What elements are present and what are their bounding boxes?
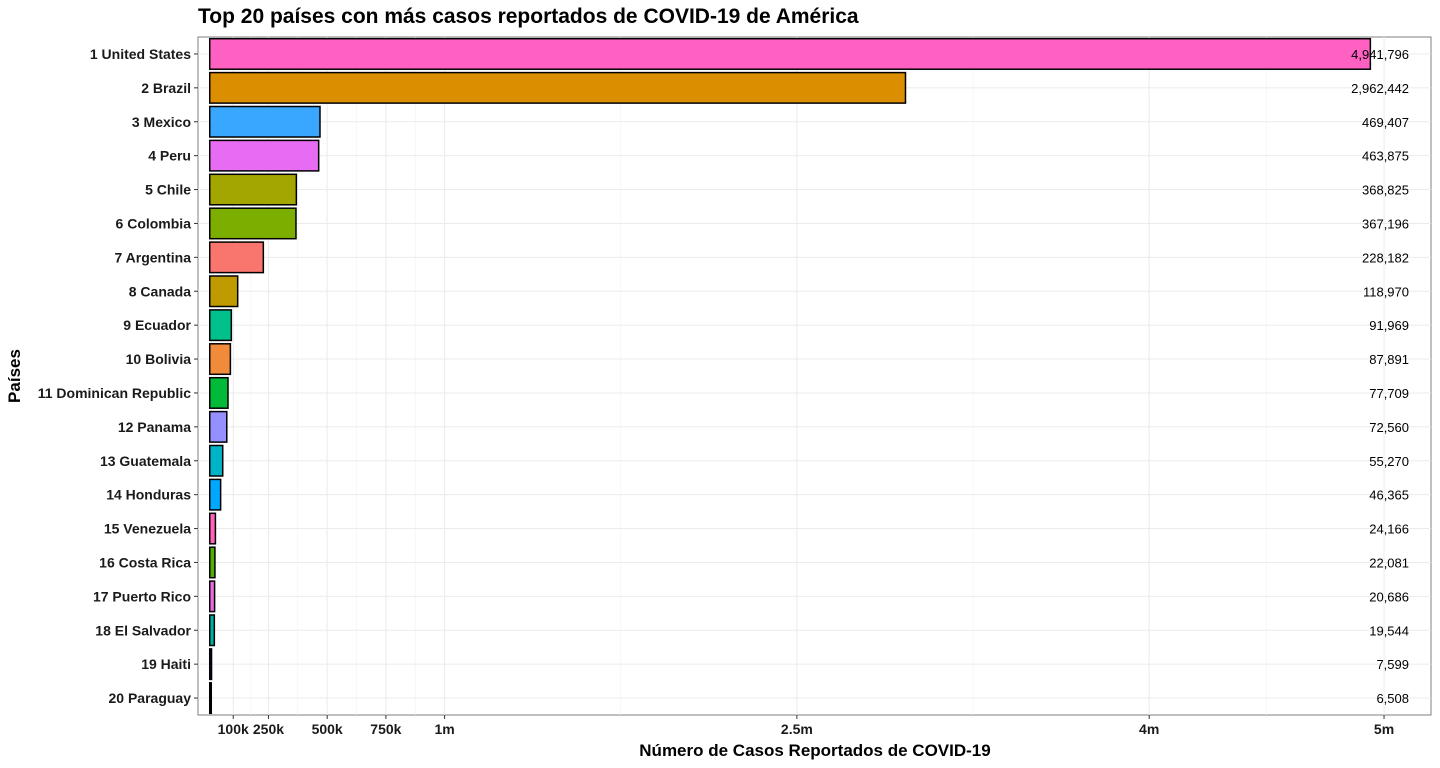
data-label: 77,709 bbox=[1369, 386, 1409, 401]
chart-title: Top 20 países con más casos reportados d… bbox=[198, 5, 859, 28]
data-label: 19,544 bbox=[1369, 623, 1409, 638]
data-label: 228,182 bbox=[1362, 250, 1409, 265]
bar bbox=[208, 546, 216, 579]
data-label: 367,196 bbox=[1362, 216, 1409, 231]
bar bbox=[208, 241, 265, 274]
y-tick-label: 19 Haiti bbox=[141, 656, 191, 672]
data-label: 118,970 bbox=[1363, 284, 1409, 299]
data-label: 2,962,442 bbox=[1351, 81, 1409, 96]
bar bbox=[208, 309, 233, 342]
x-axis-title: Número de Casos Reportados de COVID-19 bbox=[639, 741, 990, 760]
data-label: 469,407 bbox=[1362, 115, 1409, 130]
bar bbox=[208, 105, 321, 138]
y-tick-label: 4 Peru bbox=[148, 148, 191, 164]
x-tick-label: 100k bbox=[218, 721, 249, 737]
data-label: 6,508 bbox=[1376, 691, 1409, 706]
data-label: 91,969 bbox=[1369, 318, 1409, 333]
data-label: 55,270 bbox=[1369, 454, 1409, 469]
bar bbox=[208, 580, 216, 613]
data-label: 87,891 bbox=[1369, 352, 1409, 367]
bar bbox=[208, 71, 907, 104]
data-label: 368,825 bbox=[1362, 183, 1409, 198]
x-axis-ticks: 100k 250k 500k 750k 1m 2.5m 4m 5m bbox=[218, 715, 1394, 737]
bars bbox=[208, 37, 1372, 715]
bar bbox=[208, 139, 320, 172]
bar bbox=[208, 512, 217, 545]
y-tick-label: 18 El Salvador bbox=[95, 622, 191, 638]
bar bbox=[208, 343, 232, 376]
data-label: 7,599 bbox=[1376, 657, 1409, 672]
x-tick-label: 750k bbox=[370, 721, 401, 737]
y-tick-label: 12 Panama bbox=[118, 419, 191, 435]
x-tick-label: 2.5m bbox=[781, 721, 813, 737]
data-label: 4,941,796 bbox=[1351, 47, 1409, 62]
x-tick-label: 250k bbox=[253, 721, 284, 737]
x-tick-label: 5m bbox=[1374, 721, 1394, 737]
data-label: 72,560 bbox=[1369, 420, 1409, 435]
x-tick-label: 4m bbox=[1139, 721, 1159, 737]
data-label: 463,875 bbox=[1362, 149, 1409, 164]
x-tick-label: 500k bbox=[312, 721, 343, 737]
y-tick-label: 10 Bolivia bbox=[126, 351, 192, 367]
y-tick-label: 20 Paraguay bbox=[109, 690, 192, 706]
data-labels: 4,941,796 2,962,442 469,407 463,875 368,825 3… bbox=[1351, 47, 1409, 706]
y-tick-label: 1 United States bbox=[90, 46, 191, 62]
y-tick-label: 14 Honduras bbox=[106, 487, 191, 503]
bar bbox=[208, 478, 222, 511]
y-tick-label: 11 Dominican Republic bbox=[38, 385, 191, 401]
bar bbox=[208, 410, 228, 443]
x-tick-label: 1m bbox=[434, 721, 454, 737]
y-axis-title: Países bbox=[5, 349, 24, 403]
y-tick-label: 6 Colombia bbox=[116, 215, 192, 231]
y-tick-label: 16 Costa Rica bbox=[99, 554, 191, 570]
y-tick-label: 2 Brazil bbox=[141, 80, 191, 96]
y-tick-label: 13 Guatemala bbox=[100, 453, 191, 469]
gridlines bbox=[198, 37, 1431, 715]
bar bbox=[208, 648, 213, 681]
bar bbox=[208, 275, 239, 308]
data-label: 24,166 bbox=[1369, 522, 1409, 537]
bar bbox=[208, 376, 229, 409]
bar bbox=[208, 682, 213, 715]
y-tick-label: 7 Argentina bbox=[115, 249, 192, 265]
bar bbox=[208, 444, 224, 477]
bar bbox=[208, 37, 1372, 70]
y-tick-label: 17 Puerto Rico bbox=[93, 588, 191, 604]
data-label: 46,365 bbox=[1369, 488, 1409, 503]
y-axis-ticks: 1 United States 2 Brazil 3 Mexico 4 Peru 5 C… bbox=[38, 46, 198, 706]
plot-panel bbox=[197, 36, 1432, 716]
y-tick-label: 8 Canada bbox=[129, 283, 191, 299]
y-tick-label: 9 Ecuador bbox=[123, 317, 191, 333]
data-label: 20,686 bbox=[1369, 589, 1409, 604]
bar bbox=[208, 614, 216, 647]
y-tick-label: 3 Mexico bbox=[132, 114, 191, 130]
y-tick-label: 15 Venezuela bbox=[104, 521, 191, 537]
bar bbox=[208, 207, 297, 240]
data-label: 22,081 bbox=[1369, 555, 1409, 570]
y-tick-label: 5 Chile bbox=[145, 182, 191, 198]
bar bbox=[208, 173, 298, 206]
